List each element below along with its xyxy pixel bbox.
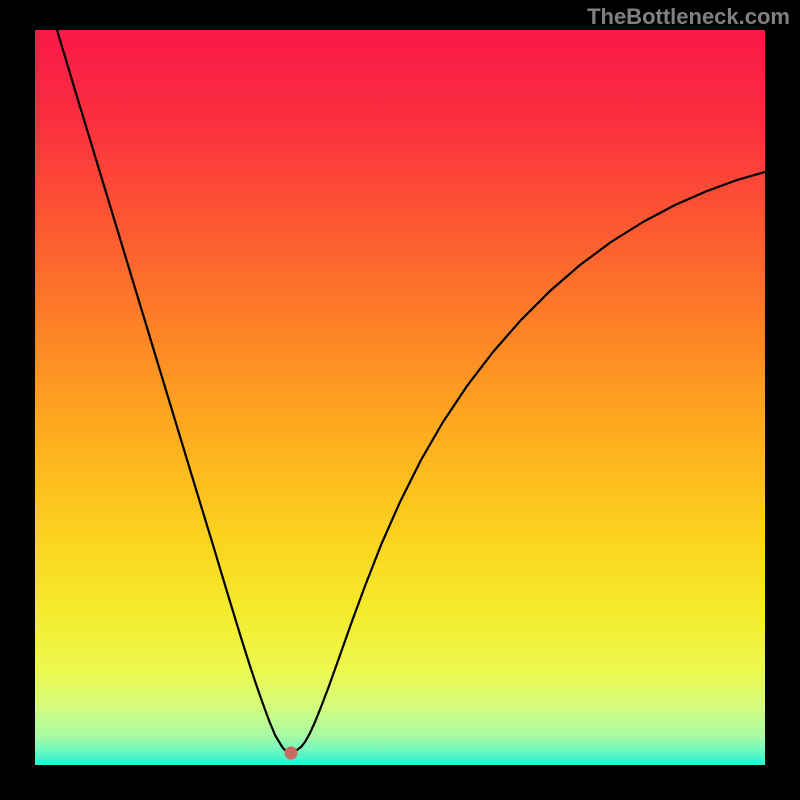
watermark-text: TheBottleneck.com xyxy=(587,4,790,30)
minimum-marker xyxy=(285,747,298,760)
curve-layer xyxy=(35,30,765,765)
plot-area xyxy=(35,30,765,765)
bottleneck-curve xyxy=(57,30,765,752)
